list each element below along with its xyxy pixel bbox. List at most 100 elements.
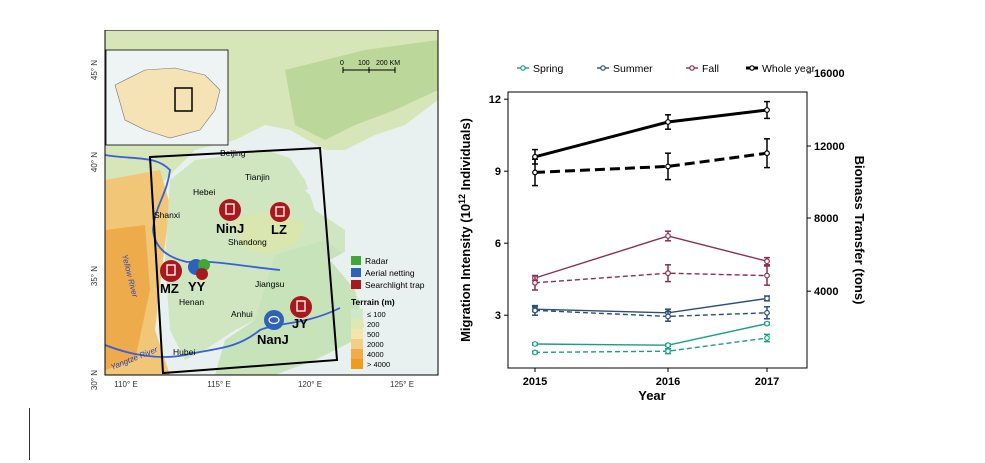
terrain-swatch <box>351 309 363 319</box>
inset-study-box <box>174 87 193 112</box>
data-point <box>532 279 538 286</box>
data-point <box>532 341 538 347</box>
data-point <box>532 349 538 356</box>
scale-label-200: 200 KM <box>376 60 400 67</box>
terrain-north-china-plain <box>165 150 345 360</box>
yellow-sea <box>330 200 438 375</box>
y2-axis-label: Biomass Transfer (tons) <box>852 156 867 305</box>
terrain-swatch <box>351 329 363 339</box>
margin-rule <box>29 408 30 460</box>
series-line-intensity <box>534 108 768 159</box>
chart-legend: Spring Summer Fall Whole year <box>517 63 816 75</box>
y2-tick-label: 12000 <box>814 141 845 153</box>
data-point <box>764 150 770 157</box>
data-point <box>665 348 671 355</box>
terrain-northeast <box>285 40 438 140</box>
terrain-swatch <box>351 339 363 349</box>
terrain-legend-title: Terrain (m) <box>351 297 395 307</box>
site-label-nanj: NanJ <box>257 332 289 347</box>
x-tick-label: 2015 <box>523 376 547 388</box>
series-line-intensity <box>534 235 768 279</box>
searchlight-trap-icon <box>160 260 182 282</box>
scale-label-100: 100 <box>358 60 370 67</box>
aerial-netting-icon <box>264 310 284 330</box>
terrain-level-label: 4000 <box>367 350 384 359</box>
data-point <box>665 342 671 349</box>
lat-label-40: 40° N <box>90 152 99 172</box>
site-mz: MZ <box>160 260 182 296</box>
terrain-west-mountains <box>105 225 150 370</box>
region-label-hebei: Hebei <box>193 187 215 197</box>
lon-label-120: 120° E <box>298 380 322 389</box>
site-label-ninj: NinJ <box>216 221 244 236</box>
lon-label-115: 115° E <box>207 380 231 389</box>
series-line-biomass <box>534 309 768 318</box>
y-tick-label: 6 <box>495 238 501 250</box>
data-point <box>665 313 671 320</box>
data-point <box>764 309 770 316</box>
y2-tick-label: 4000 <box>814 286 838 298</box>
legend-label: Spring <box>533 63 564 75</box>
series-line-biomass <box>534 272 768 284</box>
data-point <box>764 272 770 279</box>
legend-searchlight-trap: Searchlight trap <box>365 280 425 290</box>
data-point <box>665 233 671 239</box>
legend-radar: Radar <box>365 256 388 266</box>
searchlight-legend-icon <box>351 280 361 289</box>
x-axis-label: Year <box>638 388 665 403</box>
terrain-level-label: 200 <box>367 320 380 329</box>
site-yy: YY <box>188 259 210 294</box>
region-label-tianjin: Tianjin <box>245 172 270 182</box>
terrain-level-label: > 4000 <box>367 360 390 369</box>
yellow-river-line <box>104 154 281 271</box>
region-label-hubei: Hubei <box>173 347 195 357</box>
terrain-level-label: ≤ 100 <box>367 310 386 319</box>
x-tick-label: 2016 <box>656 376 680 388</box>
yangtze-river-line <box>104 307 341 358</box>
site-label-yy: YY <box>188 279 206 294</box>
terrain-swatch <box>351 359 363 369</box>
searchlight-trap-icon <box>196 268 208 280</box>
data-point <box>665 270 671 277</box>
data-point <box>665 119 671 125</box>
lat-label-35: 35° N <box>90 266 99 286</box>
searchlight-trap-icon <box>290 296 312 318</box>
lat-label-30: 30° N <box>90 370 99 390</box>
legend-label: Fall <box>702 63 719 75</box>
y2-tick-label: 8000 <box>814 213 838 225</box>
legend-aerial-netting: Aerial netting <box>365 268 415 278</box>
data-point <box>532 153 538 160</box>
x-tick-label: 2017 <box>755 376 779 388</box>
terrain-shandong-hills <box>235 210 305 255</box>
radar-legend-icon <box>351 256 361 265</box>
y-axis-right: 4000 8000 12000 16000 <box>807 68 845 298</box>
site-jy: JY <box>290 296 312 331</box>
data-point <box>764 107 770 113</box>
lon-label-125: 125° E <box>390 380 414 389</box>
series-line-intensity <box>534 297 768 314</box>
study-area-map: Yellow River Yangtze River Beijing Tianj… <box>90 30 439 390</box>
site-nanj: NanJ <box>257 310 289 347</box>
region-label-shandong: Shandong <box>228 237 267 247</box>
legend-label: Whole year <box>762 63 816 75</box>
series-layer <box>532 100 770 356</box>
region-label-beijing: Beijing <box>220 148 246 158</box>
region-label-henan: Henan <box>179 297 204 307</box>
legend-label: Summer <box>613 63 653 75</box>
y-tick-label: 3 <box>495 310 501 322</box>
region-label-anhui: Anhui <box>231 309 253 319</box>
series-line-biomass <box>534 337 768 354</box>
searchlight-trap-icon <box>270 202 290 222</box>
map-frame <box>104 30 439 376</box>
data-point <box>665 163 671 170</box>
site-ninj: NinJ <box>216 199 244 236</box>
lat-label-45: 45° N <box>90 60 99 80</box>
plot-frame <box>507 91 808 369</box>
y-axis-left: 3 6 9 12 <box>489 94 508 322</box>
data-point <box>764 335 770 341</box>
lon-label-110: 110° E <box>114 380 138 389</box>
x-axis: 2015 2016 2017 <box>523 368 779 388</box>
y2-tick-label: 16000 <box>814 68 845 80</box>
y-tick-label: 12 <box>489 94 501 106</box>
